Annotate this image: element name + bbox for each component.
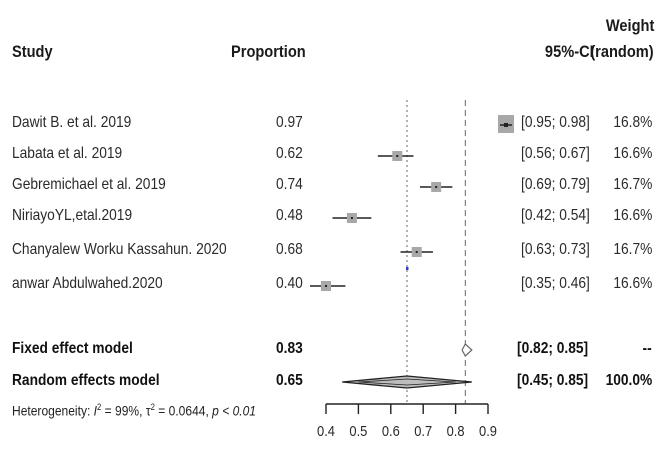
study-ci: [0.69; 0.79] [521, 176, 590, 193]
tau-symbol: τ [145, 402, 151, 419]
header-weight: Weight [605, 16, 654, 35]
i2-symbol: I [93, 402, 98, 419]
header-study: Study [12, 42, 53, 61]
study-name: Dawit B. et al. 2019 [12, 114, 132, 131]
random-model-ci: [0.45; 0.85] [517, 372, 589, 389]
study-ci: [0.42; 0.54] [521, 207, 590, 224]
x-tick-label: 0.9 [479, 422, 497, 439]
random-model-proportion: 0.65 [276, 372, 303, 389]
x-tick-label: 0.5 [349, 422, 367, 439]
study-name: Gebremichael et al. 2019 [12, 176, 166, 193]
i2-sup: 2 [97, 402, 102, 412]
x-tick-label: 0.4 [317, 422, 335, 439]
p-value: p < 0.01 [212, 402, 257, 419]
study-ci: [0.56; 0.67] [521, 145, 590, 162]
study-weight: 16.7% [612, 241, 652, 258]
study-proportion: 0.68 [276, 241, 303, 258]
i2-value: = 99%, [101, 402, 146, 419]
study-proportion: 0.74 [276, 176, 303, 193]
heterogeneity-prefix: Heterogeneity: [12, 402, 94, 419]
study-proportion: 0.97 [276, 114, 303, 131]
random-model-weight: 100.0% [605, 372, 652, 389]
heterogeneity-text: Heterogeneity: I2 = 99%, τ2 = 0.0644, p … [12, 402, 256, 419]
random-diamond-inner [358, 378, 456, 386]
fixed-diamond [461, 343, 473, 357]
study-name: Chanyalew Worku Kassahun. 2020 [12, 241, 227, 258]
tau-value: = 0.0644, [154, 402, 213, 419]
study-proportion: 0.48 [276, 207, 303, 224]
fixed-model-ci: [0.82; 0.85] [517, 340, 589, 357]
study-weight: 16.6% [612, 207, 652, 224]
study-proportion: 0.62 [276, 145, 303, 162]
fixed-model-weight: -- [642, 340, 652, 357]
x-tick-label: 0.6 [382, 422, 400, 439]
x-tick-label: 0.8 [447, 422, 465, 439]
tau-sup: 2 [150, 402, 155, 412]
study-ci: [0.35; 0.46] [521, 275, 590, 292]
random-model-label: Random effects model [12, 372, 160, 389]
x-tick-label: 0.7 [414, 422, 432, 439]
study-weight: 16.7% [612, 176, 652, 193]
study-weight: 16.6% [612, 145, 652, 162]
header-proportion: Proportion [231, 42, 306, 61]
header-random: (random) [590, 42, 654, 61]
study-proportion: 0.40 [276, 275, 303, 292]
study-point [504, 123, 508, 127]
fixed-model-proportion: 0.83 [276, 340, 303, 357]
fixed-model-label: Fixed effect model [12, 340, 133, 357]
study-name: anwar Abdulwahed.2020 [12, 275, 163, 292]
marker-dot [406, 267, 409, 270]
header-ci: 95%-CI [545, 42, 594, 61]
study-weight: 16.8% [612, 114, 652, 131]
random-diamond [342, 375, 472, 389]
study-name: NiriayoYL,etal.2019 [12, 207, 133, 224]
study-ci: [0.95; 0.98] [521, 114, 590, 131]
study-name: Labata et al. 2019 [12, 145, 123, 162]
study-weight: 16.6% [612, 275, 652, 292]
study-ci: [0.63; 0.73] [521, 241, 590, 258]
